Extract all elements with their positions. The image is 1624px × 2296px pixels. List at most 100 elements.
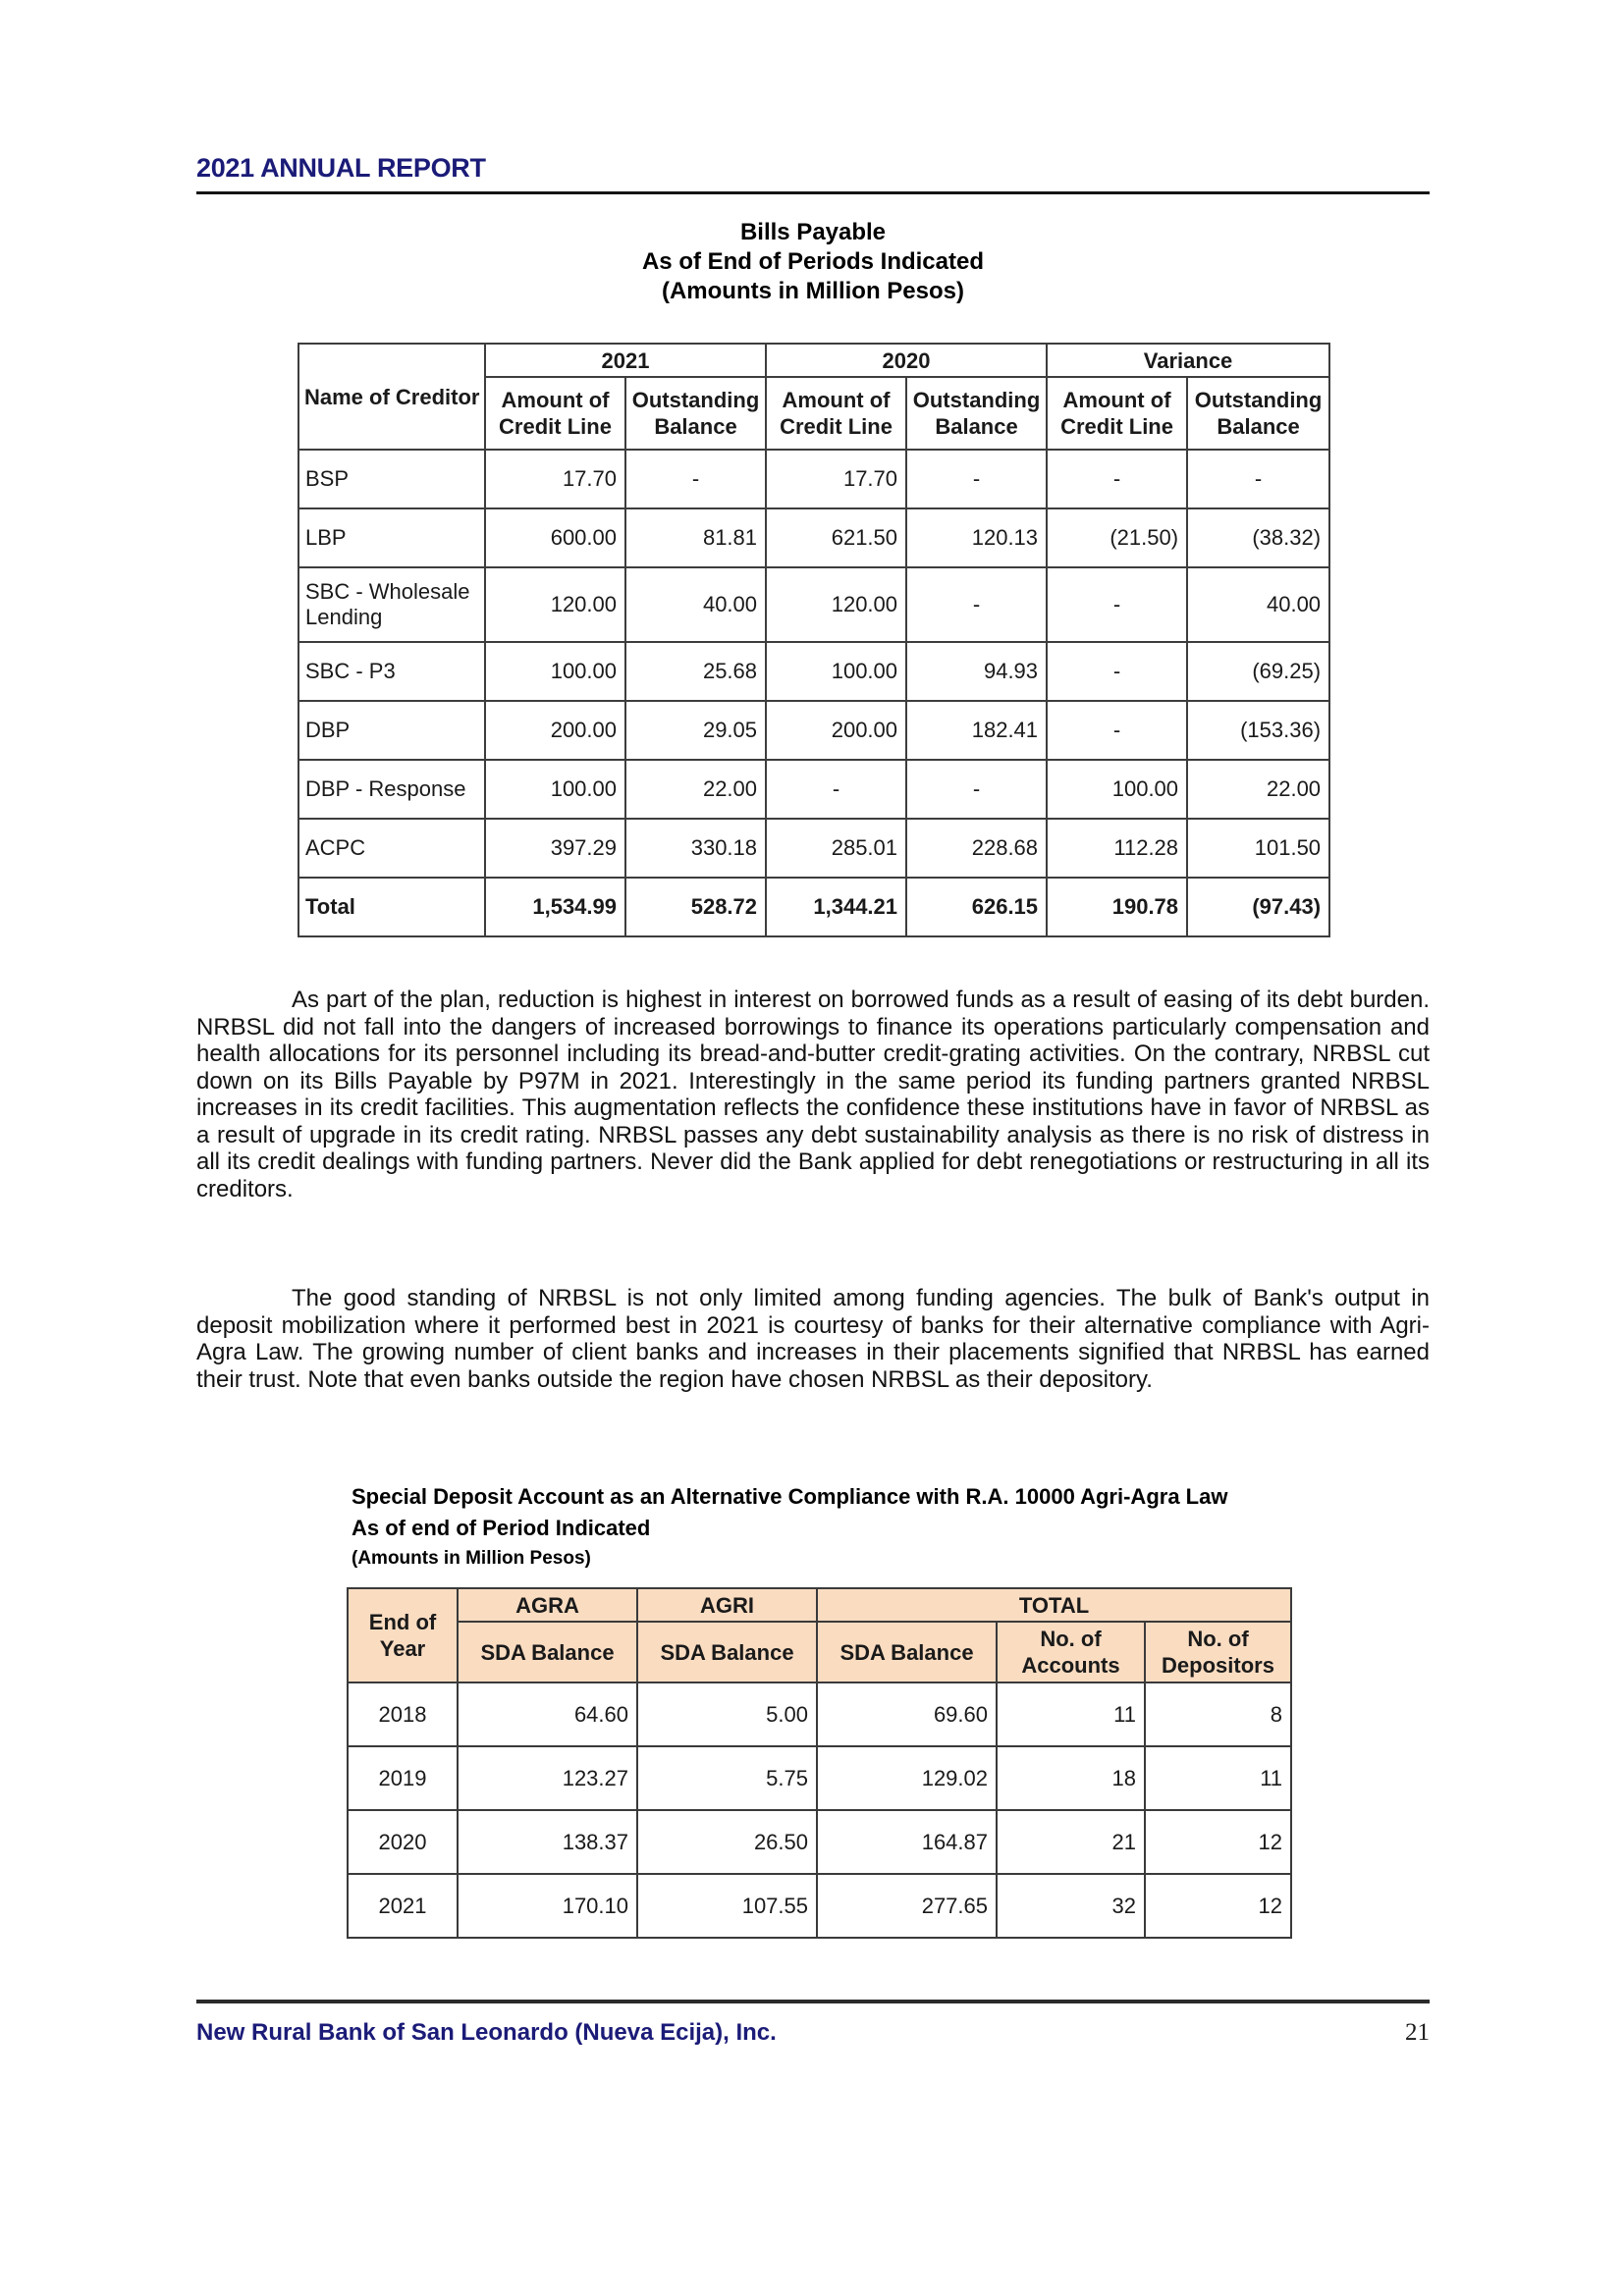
footer-divider <box>196 2000 1430 2003</box>
bills-title-line-3: (Amounts in Million Pesos) <box>661 278 964 304</box>
table-row: 2018 64.60 5.00 69.60 11 8 <box>347 1682 1293 1747</box>
value-cell: - <box>1046 449 1189 509</box>
value-cell: 107.55 <box>636 1873 818 1939</box>
page-content: 2021 ANNUAL REPORT Bills Payable As of E… <box>196 0 1430 2047</box>
value-cell: 112.28 <box>1046 818 1189 879</box>
value-cell: - <box>765 759 908 820</box>
table-row: DBP 200.00 29.05 200.00 182.41 - (153.36… <box>298 700 1331 761</box>
subheader-sda-balance-total: SDA Balance <box>816 1621 998 1683</box>
value-cell: 64.60 <box>457 1682 638 1747</box>
value-cell: 600.00 <box>484 507 626 568</box>
value-cell: 123.27 <box>457 1745 638 1811</box>
sda-title-line-1: Special Deposit Account as an Alternativ… <box>352 1484 1228 1509</box>
total-value-cell: 528.72 <box>623 877 768 937</box>
value-cell: 330.18 <box>623 818 768 879</box>
creditor-name-cell: SBC - Wholesale Lending <box>298 566 486 643</box>
column-group-2021: 2021 <box>483 343 768 378</box>
table-row: 2019 123.27 5.75 129.02 18 11 <box>347 1745 1293 1811</box>
value-cell: 18 <box>996 1745 1146 1811</box>
value-cell: 94.93 <box>905 641 1049 702</box>
value-cell: 170.10 <box>457 1873 638 1939</box>
sda-title-line-2: As of end of Period Indicated <box>352 1516 651 1540</box>
value-cell: (21.50) <box>1046 507 1189 568</box>
value-cell: 22.00 <box>1186 759 1331 820</box>
value-cell: 5.75 <box>636 1745 818 1811</box>
table-row: LBP 600.00 81.81 621.50 120.13 (21.50) (… <box>298 507 1331 568</box>
total-value-cell: 190.78 <box>1046 877 1189 937</box>
year-cell: 2018 <box>347 1682 459 1747</box>
total-value-cell: 626.15 <box>905 877 1049 937</box>
table-row: 2020 138.37 26.50 164.87 21 12 <box>347 1809 1293 1875</box>
value-cell: 40.00 <box>1186 566 1331 643</box>
value-cell: 8 <box>1143 1682 1293 1747</box>
column-header-creditor: Name of Creditor <box>298 343 486 451</box>
value-cell: - <box>1046 566 1189 643</box>
value-cell: 21 <box>996 1809 1146 1875</box>
table-row: 2021 170.10 107.55 277.65 32 12 <box>347 1873 1293 1939</box>
subheader-sda-balance-agri: SDA Balance <box>636 1621 818 1683</box>
footer-bank-name: New Rural Bank of San Leonardo (Nueva Ec… <box>196 2019 777 2046</box>
value-cell: 120.00 <box>765 566 908 643</box>
value-cell: (69.25) <box>1186 641 1331 702</box>
page-title: 2021 ANNUAL REPORT <box>196 153 486 183</box>
bills-payable-table: Name of Creditor 2021 2020 Variance Amou… <box>298 343 1331 937</box>
total-value-cell: 1,344.21 <box>765 877 908 937</box>
total-value-cell: 1,534.99 <box>484 877 626 937</box>
value-cell: 40.00 <box>623 566 768 643</box>
column-group-total: TOTAL <box>815 1587 1293 1623</box>
value-cell: 129.02 <box>816 1745 998 1811</box>
value-cell: 100.00 <box>484 759 626 820</box>
value-cell: 100.00 <box>484 641 626 702</box>
value-cell: 120.13 <box>905 507 1049 568</box>
column-group-2020: 2020 <box>765 343 1049 378</box>
subheader-no-of-accounts: No. of Accounts <box>996 1621 1146 1683</box>
value-cell: - <box>905 759 1049 820</box>
value-cell: 5.00 <box>636 1682 818 1747</box>
value-cell: 397.29 <box>484 818 626 879</box>
sda-table-title: Special Deposit Account as an Alternativ… <box>352 1481 1430 1574</box>
value-cell: 12 <box>1143 1873 1293 1939</box>
subheader-balance-2021: Outstanding Balance <box>623 376 768 451</box>
value-cell: - <box>1186 449 1331 509</box>
table-subheader-row: Amount of Credit Line Outstanding Balanc… <box>298 376 1331 451</box>
table-total-row: Total 1,534.99 528.72 1,344.21 626.15 19… <box>298 877 1331 937</box>
table-row: SBC - P3 100.00 25.68 100.00 94.93 - (69… <box>298 641 1331 702</box>
value-cell: 17.70 <box>765 449 908 509</box>
value-cell: 621.50 <box>765 507 908 568</box>
creditor-name-cell: DBP - Response <box>298 759 486 820</box>
subheader-balance-2020: Outstanding Balance <box>905 376 1049 451</box>
subheader-sda-balance-agra: SDA Balance <box>457 1621 638 1683</box>
creditor-name-cell: DBP <box>298 700 486 761</box>
value-cell: 200.00 <box>484 700 626 761</box>
value-cell: 101.50 <box>1186 818 1331 879</box>
value-cell: 17.70 <box>484 449 626 509</box>
value-cell: 277.65 <box>816 1873 998 1939</box>
value-cell: 26.50 <box>636 1809 818 1875</box>
subheader-credit-line-2021: Amount of Credit Line <box>484 376 626 451</box>
column-header-end-of-year: End of Year <box>347 1587 459 1683</box>
creditor-name-cell: SBC - P3 <box>298 641 486 702</box>
value-cell: (153.36) <box>1186 700 1331 761</box>
value-cell: 12 <box>1143 1809 1293 1875</box>
body-paragraph-1: As part of the plan, reduction is highes… <box>196 987 1430 1202</box>
value-cell: 11 <box>1143 1745 1293 1811</box>
table-subheader-row: SDA Balance SDA Balance SDA Balance No. … <box>348 1621 1293 1683</box>
table-header-row: Name of Creditor 2021 2020 Variance <box>298 343 1331 451</box>
table-row: ACPC 397.29 330.18 285.01 228.68 112.28 … <box>298 818 1331 879</box>
bills-title-line-1: Bills Payable <box>739 219 887 245</box>
bills-table-title: Bills Payable As of End of Periods Indic… <box>196 218 1430 306</box>
sda-table: End of Year AGRA AGRI TOTAL SDA Balance … <box>347 1587 1293 1939</box>
subheader-credit-line-2020: Amount of Credit Line <box>765 376 908 451</box>
page-footer: New Rural Bank of San Leonardo (Nueva Ec… <box>196 2019 1430 2047</box>
year-cell: 2020 <box>347 1809 459 1875</box>
table-header-row: End of Year AGRA AGRI TOTAL <box>347 1587 1293 1683</box>
header-divider <box>196 191 1430 194</box>
value-cell: 164.87 <box>816 1809 998 1875</box>
creditor-name-cell: ACPC <box>298 818 486 879</box>
value-cell: 22.00 <box>623 759 768 820</box>
subheader-credit-line-variance: Amount of Credit Line <box>1046 376 1189 451</box>
table-row: BSP 17.70 - 17.70 - - - <box>298 449 1331 509</box>
creditor-name-cell: LBP <box>298 507 486 568</box>
value-cell: 29.05 <box>623 700 768 761</box>
